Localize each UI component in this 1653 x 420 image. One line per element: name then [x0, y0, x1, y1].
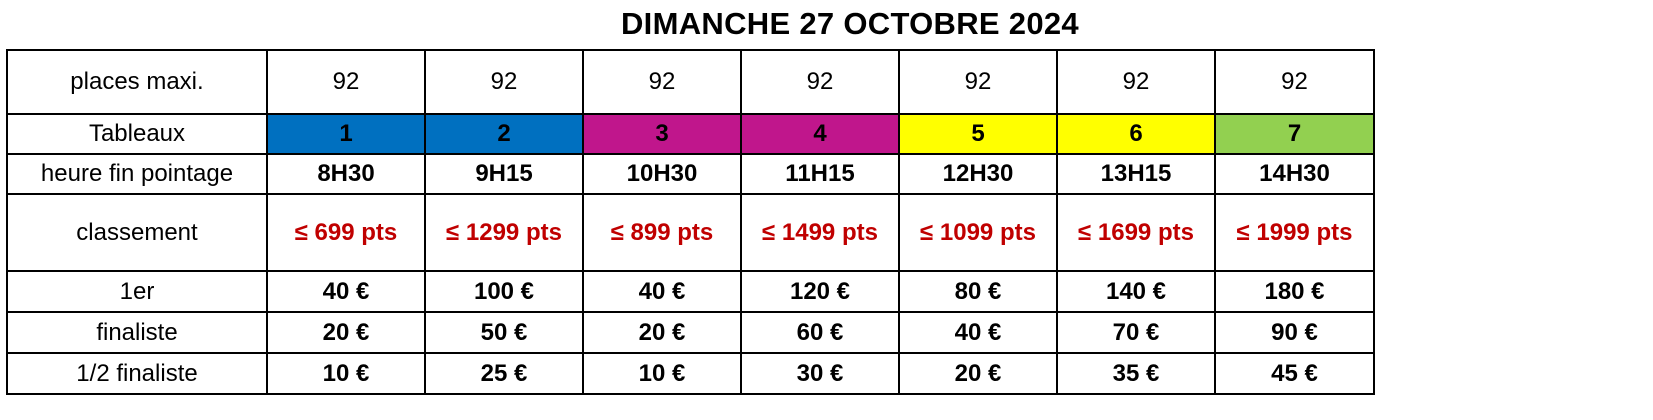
prize-1er-cell: 180 €: [1214, 270, 1375, 313]
prize-demi-cell: 10 €: [582, 352, 742, 395]
places-cell: 92: [424, 49, 584, 115]
classement-cell: ≤ 1299 pts: [424, 193, 584, 272]
row-tableaux: Tableaux 1 2 3 4 5 6 7: [6, 113, 1375, 155]
tableau-cell: 5: [898, 113, 1058, 155]
heure-cell: 14H30: [1214, 153, 1375, 195]
classement-cell: ≤ 1699 pts: [1056, 193, 1216, 272]
heure-cell: 10H30: [582, 153, 742, 195]
classement-cell: ≤ 1999 pts: [1214, 193, 1375, 272]
prize-demi-cell: 45 €: [1214, 352, 1375, 395]
tournament-table: places maxi. 92 92 92 92 92 92 92 Tablea…: [6, 49, 1375, 395]
prize-1er-cell: 40 €: [266, 270, 426, 313]
places-cell: 92: [898, 49, 1058, 115]
row-label-1er: 1er: [6, 270, 268, 313]
heure-cell: 12H30: [898, 153, 1058, 195]
prize-demi-cell: 10 €: [266, 352, 426, 395]
prize-1er-cell: 120 €: [740, 270, 900, 313]
heure-cell: 11H15: [740, 153, 900, 195]
row-label-places: places maxi.: [6, 49, 268, 115]
prize-1er-cell: 140 €: [1056, 270, 1216, 313]
places-cell: 92: [266, 49, 426, 115]
classement-cell: ≤ 699 pts: [266, 193, 426, 272]
tableau-cell: 2: [424, 113, 584, 155]
prize-demi-cell: 25 €: [424, 352, 584, 395]
row-heure-fin-pointage: heure fin pointage 8H30 9H15 10H30 11H15…: [6, 153, 1375, 195]
heure-cell: 9H15: [424, 153, 584, 195]
row-finaliste: finaliste 20 € 50 € 20 € 60 € 40 € 70 € …: [6, 311, 1375, 354]
heure-cell: 8H30: [266, 153, 426, 195]
tableau-cell: 1: [266, 113, 426, 155]
prize-finaliste-cell: 50 €: [424, 311, 584, 354]
prize-finaliste-cell: 70 €: [1056, 311, 1216, 354]
page-title: DIMANCHE 27 OCTOBRE 2024: [621, 6, 1079, 41]
places-cell: 92: [1214, 49, 1375, 115]
prize-finaliste-cell: 40 €: [898, 311, 1058, 354]
classement-cell: ≤ 899 pts: [582, 193, 742, 272]
row-label-classement: classement: [6, 193, 268, 272]
tableau-cell: 4: [740, 113, 900, 155]
prize-1er-cell: 100 €: [424, 270, 584, 313]
tableau-cell: 7: [1214, 113, 1375, 155]
prize-1er-cell: 80 €: [898, 270, 1058, 313]
prize-finaliste-cell: 20 €: [582, 311, 742, 354]
places-cell: 92: [740, 49, 900, 115]
tableau-cell: 3: [582, 113, 742, 155]
classement-cell: ≤ 1499 pts: [740, 193, 900, 272]
row-label-tableaux: Tableaux: [6, 113, 268, 155]
prize-demi-cell: 35 €: [1056, 352, 1216, 395]
prize-demi-cell: 30 €: [740, 352, 900, 395]
row-label-heure: heure fin pointage: [6, 153, 268, 195]
row-demi-finaliste: 1/2 finaliste 10 € 25 € 10 € 30 € 20 € 3…: [6, 352, 1375, 395]
prize-demi-cell: 20 €: [898, 352, 1058, 395]
prize-1er-cell: 40 €: [582, 270, 742, 313]
prize-finaliste-cell: 60 €: [740, 311, 900, 354]
row-label-finaliste: finaliste: [6, 311, 268, 354]
places-cell: 92: [1056, 49, 1216, 115]
prize-finaliste-cell: 20 €: [266, 311, 426, 354]
row-1er: 1er 40 € 100 € 40 € 120 € 80 € 140 € 180…: [6, 270, 1375, 313]
classement-cell: ≤ 1099 pts: [898, 193, 1058, 272]
row-places-maxi: places maxi. 92 92 92 92 92 92 92: [6, 49, 1375, 115]
row-label-demi-finaliste: 1/2 finaliste: [6, 352, 268, 395]
row-classement: classement ≤ 699 pts ≤ 1299 pts ≤ 899 pt…: [6, 193, 1375, 272]
places-cell: 92: [582, 49, 742, 115]
heure-cell: 13H15: [1056, 153, 1216, 195]
tableau-cell: 6: [1056, 113, 1216, 155]
prize-finaliste-cell: 90 €: [1214, 311, 1375, 354]
